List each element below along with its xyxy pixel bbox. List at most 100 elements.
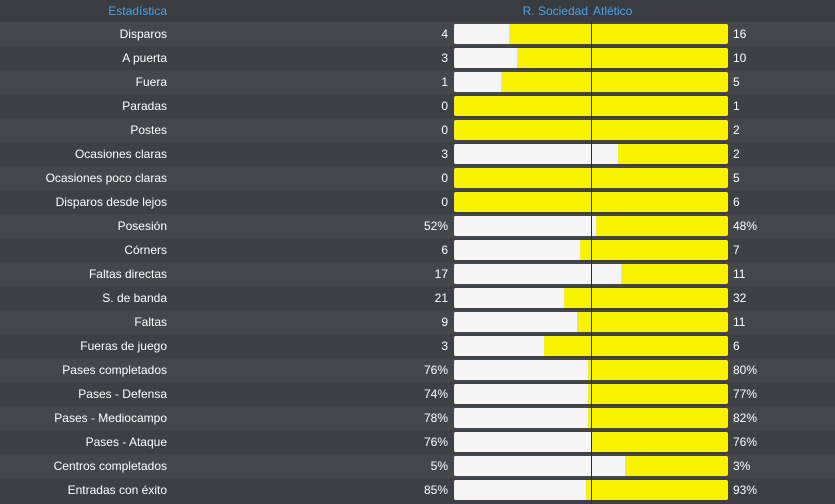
home-share-fill xyxy=(454,456,626,476)
home-value: 1 xyxy=(441,75,448,89)
home-share-fill xyxy=(454,384,589,404)
away-value: 16 xyxy=(733,27,747,41)
home-value: 0 xyxy=(441,123,448,137)
home-value: 76% xyxy=(423,363,448,377)
home-value: 3 xyxy=(441,51,448,65)
home-value: 78% xyxy=(423,411,448,425)
stat-label: Pases - Defensa xyxy=(78,387,167,401)
stats-header: Estadística R. Sociedad Atlético xyxy=(0,0,835,22)
stat-row: Entradas con éxito 85% 93% xyxy=(0,478,835,502)
stat-label: Centros completados xyxy=(53,459,167,473)
away-value: 76% xyxy=(733,435,758,449)
stat-label: A puerta xyxy=(122,51,167,65)
stat-row: Córners 6 7 xyxy=(0,238,835,262)
away-team-name[interactable]: Atlético xyxy=(593,4,633,18)
away-value: 3% xyxy=(733,459,751,473)
away-value: 80% xyxy=(733,363,758,377)
stat-row: Pases - Ataque 76% 76% xyxy=(0,430,835,454)
stat-row: Ocasiones claras 3 2 xyxy=(0,142,835,166)
stat-label: Faltas directas xyxy=(88,267,167,281)
stat-row: Pases - Mediocampo 78% 82% xyxy=(0,406,835,430)
home-share-fill xyxy=(454,216,597,236)
stat-row: Faltas directas 17 11 xyxy=(0,262,835,286)
stat-label: Fueras de juego xyxy=(80,339,167,353)
home-value: 6 xyxy=(441,243,448,257)
away-value: 77% xyxy=(733,387,758,401)
stat-label: Ocasiones poco claras xyxy=(45,171,167,185)
home-share-fill xyxy=(454,288,564,308)
home-value: 76% xyxy=(423,435,448,449)
home-value: 9 xyxy=(441,315,448,329)
home-value: 3 xyxy=(441,339,448,353)
home-share-fill xyxy=(454,144,619,164)
home-share-fill xyxy=(454,24,509,44)
away-value: 5 xyxy=(733,171,740,185)
home-value: 0 xyxy=(441,99,448,113)
stat-row: Paradas 0 1 xyxy=(0,94,835,118)
home-share-fill xyxy=(454,48,518,68)
stat-label: Faltas xyxy=(134,315,167,329)
away-value: 32 xyxy=(733,291,747,305)
stat-label: Postes xyxy=(130,123,167,137)
stat-label: S. de banda xyxy=(102,291,167,305)
stat-row: Pases - Defensa 74% 77% xyxy=(0,382,835,406)
away-value: 2 xyxy=(733,147,740,161)
stat-label: Entradas con éxito xyxy=(67,483,167,497)
stat-row: Centros completados 5% 3% xyxy=(0,454,835,478)
stat-label: Fuera xyxy=(135,75,167,89)
away-value: 11 xyxy=(733,267,746,281)
stat-label: Ocasiones claras xyxy=(74,147,167,161)
stat-row: Faltas 9 11 xyxy=(0,310,835,334)
away-value: 48% xyxy=(733,219,758,233)
stat-row: Pases completados 76% 80% xyxy=(0,358,835,382)
stat-row: Disparos 4 16 xyxy=(0,22,835,46)
away-value: 93% xyxy=(733,483,758,497)
home-value: 5% xyxy=(430,459,448,473)
stat-row: Fueras de juego 3 6 xyxy=(0,334,835,358)
stat-label: Paradas xyxy=(122,99,167,113)
stats-table: Disparos 4 16 A puerta 3 10 Fuera 1 5 Paradas 0 1 Po… xyxy=(0,22,835,502)
stat-column-title[interactable]: Estadística xyxy=(108,4,167,18)
away-value: 11 xyxy=(733,315,746,329)
home-share-fill xyxy=(454,480,586,500)
home-value: 4 xyxy=(441,27,448,41)
home-share-fill xyxy=(454,408,589,428)
stat-label: Disparos desde lejos xyxy=(55,195,167,209)
stat-label: Córners xyxy=(124,243,167,257)
home-value: 17 xyxy=(434,267,448,281)
away-value: 82% xyxy=(733,411,758,425)
home-share-fill xyxy=(454,432,591,452)
away-value: 6 xyxy=(733,339,740,353)
away-value: 5 xyxy=(733,75,740,89)
home-team-name[interactable]: R. Sociedad xyxy=(522,4,588,18)
stat-row: Fuera 1 5 xyxy=(0,70,835,94)
away-value: 2 xyxy=(733,123,740,137)
home-share-fill xyxy=(454,72,501,92)
stat-label: Pases - Mediocampo xyxy=(54,411,167,425)
home-value: 21 xyxy=(434,291,448,305)
home-value: 0 xyxy=(441,171,448,185)
home-value: 85% xyxy=(423,483,448,497)
home-value: 0 xyxy=(441,195,448,209)
stat-label: Pases - Ataque xyxy=(85,435,167,449)
stat-row: Disparos desde lejos 0 6 xyxy=(0,190,835,214)
away-value: 7 xyxy=(733,243,740,257)
away-value: 6 xyxy=(733,195,740,209)
stat-row: Posesión 52% 48% xyxy=(0,214,835,238)
stat-label: Pases completados xyxy=(62,363,167,377)
stat-row: A puerta 3 10 xyxy=(0,46,835,70)
away-value: 10 xyxy=(733,51,747,65)
center-divider xyxy=(591,22,592,504)
stat-label: Disparos xyxy=(119,27,167,41)
home-value: 74% xyxy=(423,387,448,401)
home-share-fill xyxy=(454,264,622,284)
stat-row: Postes 0 2 xyxy=(0,118,835,142)
home-share-fill xyxy=(454,312,578,332)
home-value: 3 xyxy=(441,147,448,161)
stat-row: Ocasiones poco claras 0 5 xyxy=(0,166,835,190)
stat-row: S. de banda 21 32 xyxy=(0,286,835,310)
away-value: 1 xyxy=(733,99,740,113)
stat-label: Posesión xyxy=(117,219,167,233)
home-share-fill xyxy=(454,240,581,260)
home-share-fill xyxy=(454,336,545,356)
